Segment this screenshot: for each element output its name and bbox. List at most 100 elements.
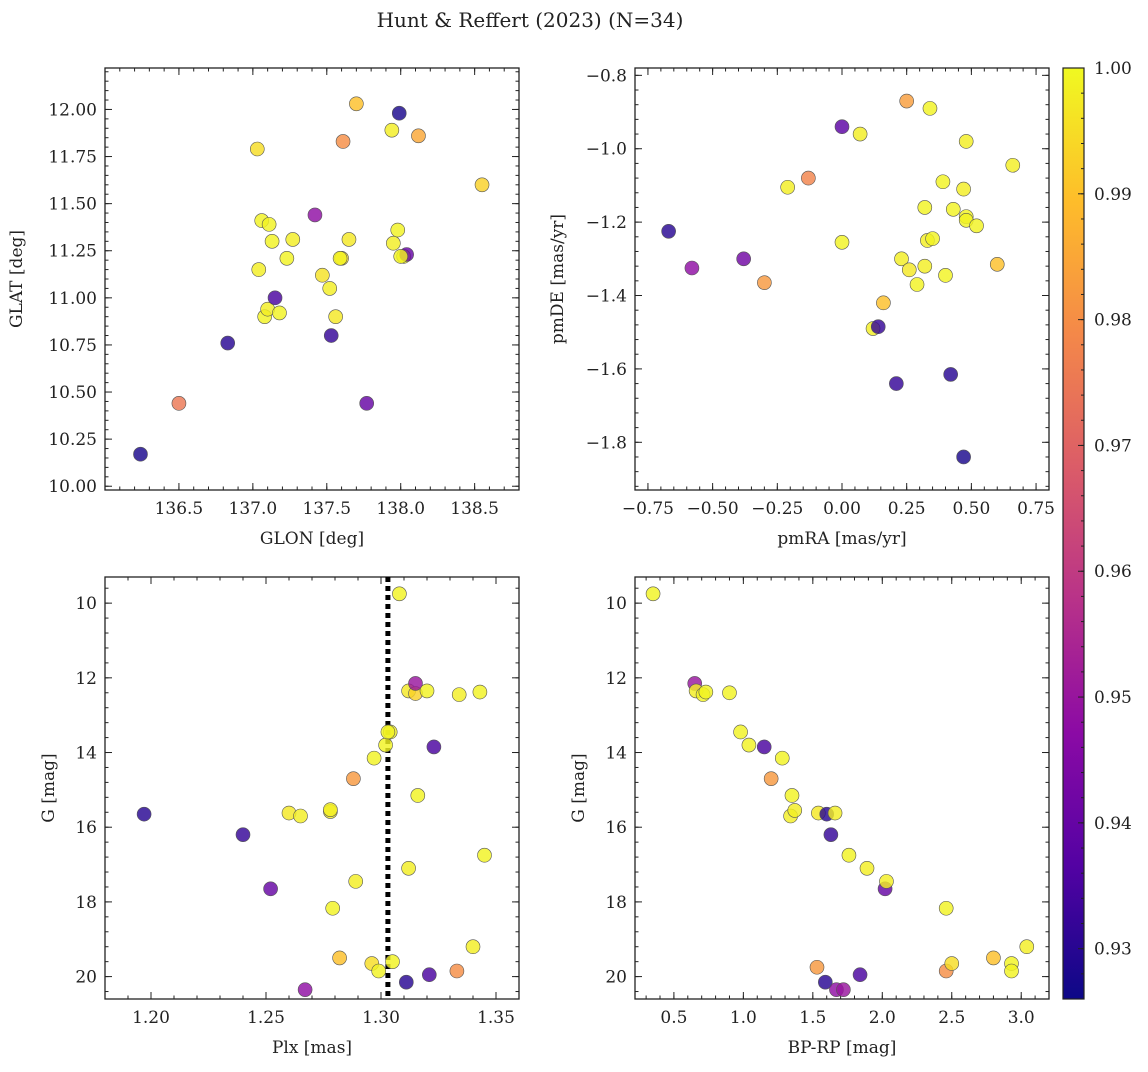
y-tick-label: −1.6 [586, 360, 627, 380]
scatter-point [249, 141, 265, 157]
scatter-point [956, 181, 971, 197]
scatter-point [285, 232, 301, 247]
x-tick-label: 136.5 [155, 499, 204, 519]
x-tick-label: 137.0 [229, 499, 278, 519]
y-tick-label: 10.50 [48, 383, 97, 403]
scatter-point [917, 200, 933, 215]
scatter-point [335, 134, 351, 149]
colorbar-tick-label: 0.97 [1094, 436, 1132, 456]
scatter-point [836, 982, 851, 997]
x-axis-label: GLON [deg] [260, 529, 364, 549]
scatter-point [841, 847, 857, 863]
scatter-point [366, 750, 382, 766]
y-tick-label: 10.00 [48, 477, 97, 497]
scatter-point [859, 860, 875, 876]
colorbar-tick-label: 0.99 [1094, 185, 1132, 205]
scatter-point [133, 446, 148, 462]
scatter-point [989, 257, 1005, 272]
scatter-point [787, 803, 803, 818]
scatter-point [943, 367, 958, 382]
scatter-point [986, 950, 1001, 966]
scatter-point [408, 676, 423, 691]
scatter-point [477, 847, 492, 863]
panel-bprp-g: 0.5 1.0 1.5 2.0 2.5 3.0 10 12 14 16 18 20 BP-RP [mag… [569, 576, 1050, 1058]
y-tick-label: −1.4 [586, 287, 627, 307]
scatter-point [426, 739, 442, 755]
scatter-point [809, 959, 825, 975]
scatter-point [922, 101, 938, 116]
points [645, 586, 1035, 997]
scatter-point [378, 737, 393, 753]
scatter-point [956, 449, 971, 465]
scatter-point [698, 684, 714, 700]
scatter-point [371, 963, 387, 979]
x-tick-label: 138.0 [376, 499, 425, 519]
scatter-point [293, 808, 308, 824]
scatter-point [645, 586, 661, 602]
points [661, 93, 1021, 465]
colorbar-tick-label: 0.96 [1094, 562, 1132, 582]
y-tick-label: −1.0 [586, 140, 627, 160]
y-tick-label: 10.75 [48, 336, 97, 356]
colorbar-tick-label: 1.00 [1094, 59, 1132, 79]
points [136, 586, 492, 997]
y-tick-label: −0.8 [586, 66, 627, 86]
scatter-point [322, 281, 338, 296]
scatter-point [315, 267, 330, 283]
scatter-point [917, 258, 933, 274]
axes-frame [634, 576, 1050, 1000]
scatter-point [909, 277, 925, 292]
figure-title: Hunt & Reffert (2023) (N=34) [377, 8, 684, 32]
scatter-point [852, 967, 868, 983]
scatter-point [392, 586, 407, 602]
scatter-point [401, 860, 416, 876]
scatter-point [451, 687, 467, 702]
y-tick-label: −1.8 [586, 433, 627, 453]
scatter-point [391, 105, 407, 121]
scatter-point [263, 881, 278, 897]
x-tick-label: 0.00 [823, 499, 861, 519]
scatter-point [393, 249, 409, 264]
scatter-point [380, 724, 396, 740]
y-tick-label: 10 [605, 594, 627, 614]
scatter-point [297, 982, 313, 997]
colorbar-tick-label: 0.95 [1094, 688, 1132, 708]
x-tick-label: 0.50 [952, 499, 990, 519]
x-tick-label: 2.0 [869, 1008, 896, 1028]
scatter-point [894, 251, 909, 267]
scatter-point [1004, 963, 1019, 979]
scatter-point [261, 217, 277, 232]
scatter-point [756, 739, 772, 755]
points [133, 96, 490, 462]
scatter-point [323, 328, 339, 343]
scatter-point [834, 235, 850, 250]
x-tick-label: 1.20 [132, 1008, 170, 1028]
scatter-point [307, 207, 323, 223]
scatter-point [390, 222, 406, 238]
x-tick-label: −0.25 [751, 499, 803, 519]
scatter-point [398, 974, 414, 990]
x-tick-label: −0.50 [687, 499, 739, 519]
y-tick-label: 20 [75, 968, 97, 988]
scatter-point [938, 900, 954, 916]
scatter-point [661, 223, 676, 239]
scatter-point [385, 954, 400, 969]
y-tick-label: 11.50 [48, 195, 97, 215]
scatter-point [818, 974, 833, 990]
x-tick-label: 1.30 [362, 1008, 400, 1028]
scatter-point [171, 396, 187, 411]
scatter-point [684, 260, 700, 276]
x-tick-label: 3.0 [1008, 1008, 1035, 1028]
scatter-point [763, 771, 779, 786]
x-tick-label: 0.5 [660, 1008, 687, 1028]
scatter-point [474, 177, 490, 193]
scatter-point [741, 737, 757, 753]
y-tick-label: 11.75 [48, 148, 97, 168]
y-axis-label: GLAT [deg] [7, 230, 27, 328]
x-tick-label: 1.35 [477, 1008, 515, 1028]
scatter-point [410, 788, 426, 803]
scatter-point [899, 93, 914, 109]
scatter-point [780, 179, 795, 195]
scatter-point [801, 170, 816, 186]
